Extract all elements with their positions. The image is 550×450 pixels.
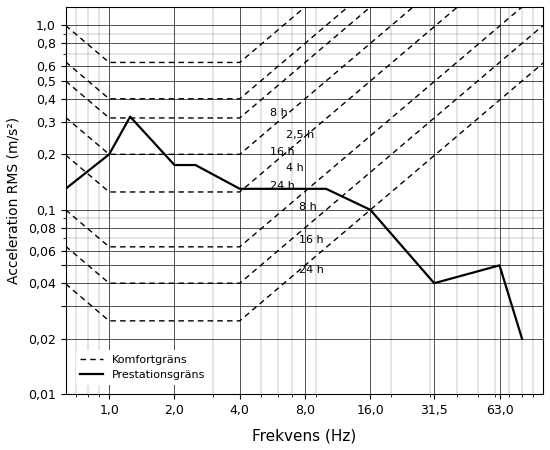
Text: 24 h: 24 h <box>270 181 295 191</box>
Text: 8 h: 8 h <box>299 202 317 211</box>
Text: 8 h: 8 h <box>270 108 288 118</box>
Legend: Komfortgräns, Prestationsgräns: Komfortgräns, Prestationsgräns <box>76 351 210 385</box>
Text: 16 h: 16 h <box>299 234 323 244</box>
X-axis label: Frekvens (Hz): Frekvens (Hz) <box>252 428 356 443</box>
Text: 16 h: 16 h <box>270 147 294 158</box>
Text: 24 h: 24 h <box>299 266 324 275</box>
Text: 4 h: 4 h <box>285 163 303 173</box>
Y-axis label: Acceleration RMS (m/s²): Acceleration RMS (m/s²) <box>7 117 21 284</box>
Text: 2,5 h: 2,5 h <box>285 130 313 140</box>
